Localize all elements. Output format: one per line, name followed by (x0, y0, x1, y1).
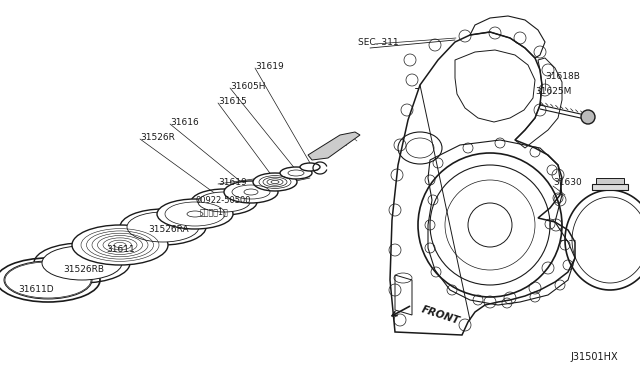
Ellipse shape (42, 246, 122, 280)
Text: SEC. 311: SEC. 311 (358, 38, 399, 47)
Ellipse shape (127, 212, 199, 242)
Text: 31630: 31630 (553, 178, 582, 187)
Text: 31616: 31616 (170, 118, 199, 127)
Text: J31501HX: J31501HX (570, 352, 618, 362)
Polygon shape (592, 184, 628, 190)
Text: 31605H: 31605H (230, 82, 266, 91)
Polygon shape (308, 132, 360, 160)
Ellipse shape (72, 225, 168, 265)
Polygon shape (596, 178, 624, 184)
Ellipse shape (4, 261, 92, 299)
Text: リング（1）: リング（1） (200, 207, 228, 216)
Ellipse shape (581, 110, 595, 124)
Text: FRONT: FRONT (420, 304, 461, 326)
Text: 31611D: 31611D (18, 285, 54, 294)
Text: 31526RA: 31526RA (148, 225, 189, 234)
Ellipse shape (253, 173, 297, 191)
Ellipse shape (198, 192, 250, 212)
Text: 31526R: 31526R (140, 133, 175, 142)
Text: 00922-50500: 00922-50500 (196, 196, 252, 205)
Text: 31618B: 31618B (545, 72, 580, 81)
Ellipse shape (224, 181, 278, 203)
Text: 31619: 31619 (255, 62, 284, 71)
Text: 31625M: 31625M (535, 87, 572, 96)
Text: 31526RB: 31526RB (63, 265, 104, 274)
Ellipse shape (157, 199, 233, 229)
Ellipse shape (280, 167, 312, 179)
Text: 31619: 31619 (218, 178, 247, 187)
Text: 31611: 31611 (106, 245, 135, 254)
Ellipse shape (300, 163, 320, 171)
Text: 31615: 31615 (218, 97, 247, 106)
